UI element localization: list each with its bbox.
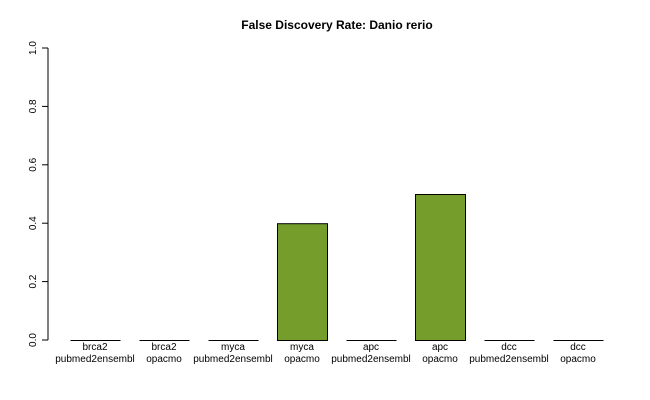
y-tick-label: 0.0 bbox=[28, 333, 39, 347]
x-category-method-label: pubmed2ensembl bbox=[193, 354, 273, 365]
x-category-method-label: opacmo bbox=[284, 354, 320, 365]
x-category-gene-label: dcc bbox=[501, 342, 517, 353]
x-category-gene-label: brca2 bbox=[82, 342, 107, 353]
x-category-method-label: opacmo bbox=[560, 354, 596, 365]
y-tick-label: 0.6 bbox=[28, 157, 39, 171]
x-category-method-label: pubmed2ensembl bbox=[469, 354, 549, 365]
chart-title: False Discovery Rate: Danio rerio bbox=[241, 18, 432, 32]
x-category-gene-label: brca2 bbox=[151, 342, 176, 353]
x-category-method-label: pubmed2ensembl bbox=[331, 354, 411, 365]
y-tick-label: 0.8 bbox=[28, 99, 39, 113]
bar bbox=[277, 223, 328, 341]
x-category-method-label: opacmo bbox=[146, 354, 182, 365]
y-tick-label: 0.4 bbox=[28, 216, 39, 230]
x-category-method-label: opacmo bbox=[422, 354, 458, 365]
bars bbox=[70, 194, 604, 341]
y-tick-label: 0.2 bbox=[28, 274, 39, 288]
x-category-gene-label: apc bbox=[432, 342, 448, 353]
bar bbox=[415, 194, 466, 341]
x-category-gene-label: myca bbox=[290, 342, 314, 353]
x-axis-labels: brca2pubmed2ensemblbrca2opacmomycapubmed… bbox=[55, 342, 596, 365]
y-tick-label: 1.0 bbox=[28, 41, 39, 55]
y-axis-ticks: 0.0 0.2 0.4 0.6 0.8 1.0 bbox=[28, 41, 48, 347]
x-category-gene-label: myca bbox=[221, 342, 245, 353]
x-category-gene-label: dcc bbox=[570, 342, 586, 353]
x-category-gene-label: apc bbox=[363, 342, 379, 353]
x-category-method-label: pubmed2ensembl bbox=[55, 354, 135, 365]
